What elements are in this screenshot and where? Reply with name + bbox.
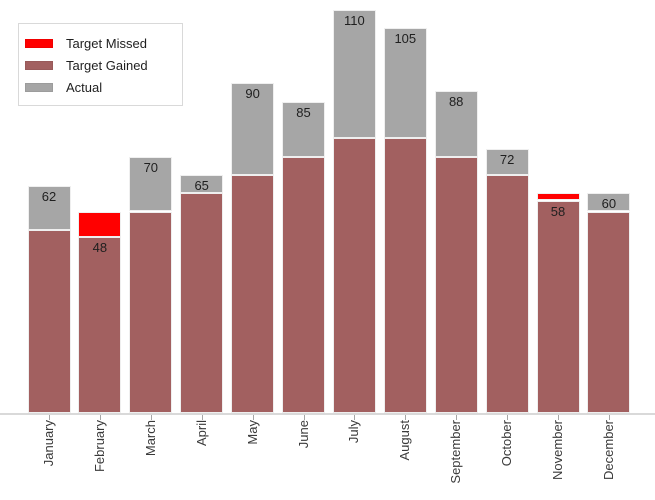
bar-segment-actual-october bbox=[485, 149, 529, 175]
x-axis-tick bbox=[201, 415, 203, 420]
x-axis-tick bbox=[608, 415, 610, 420]
bar-value-label-june: 85 bbox=[296, 104, 311, 120]
x-axis-tick bbox=[405, 415, 407, 420]
bar-segment-actual-december bbox=[587, 193, 631, 212]
x-axis-label-april: April bbox=[193, 420, 209, 447]
legend-label: Target Missed bbox=[66, 35, 147, 51]
x-axis-tick bbox=[507, 415, 509, 420]
bar-value-label-february: 48 bbox=[92, 240, 108, 256]
bar-value-label-may: 90 bbox=[245, 86, 260, 102]
bar-segment-target-gained-september bbox=[434, 156, 478, 413]
bar-segment-actual-august bbox=[383, 28, 427, 139]
bar-segment-actual-may bbox=[231, 83, 275, 175]
x-axis-label-december: December bbox=[600, 420, 616, 480]
bar-value-label-october: 72 bbox=[499, 152, 515, 168]
bar-segment-target-gained-june bbox=[282, 156, 325, 413]
bar-segment-target-gained-december bbox=[587, 211, 631, 413]
x-axis-label-june: June bbox=[295, 420, 311, 449]
x-axis-label-january: January bbox=[41, 420, 56, 467]
bar-segment-actual-september bbox=[434, 90, 478, 157]
bar-segment-actual-july bbox=[332, 10, 376, 139]
bar-value-label-april: 65 bbox=[194, 177, 209, 193]
chart-legend: Target Missed Target Gained Actual bbox=[18, 23, 183, 106]
legend-label: Actual bbox=[66, 79, 103, 95]
bar-value-label-september: 88 bbox=[448, 93, 464, 109]
x-axis-label-july: July bbox=[346, 420, 362, 444]
bar-segment-target-gained-august bbox=[383, 138, 427, 413]
x-axis-tick bbox=[99, 415, 101, 420]
bar-value-label-march: 70 bbox=[143, 159, 159, 175]
bar-segment-actual-march bbox=[129, 156, 173, 212]
x-axis-label-september: September bbox=[448, 420, 464, 484]
bar-segment-actual-june bbox=[282, 101, 325, 157]
x-axis-tick bbox=[456, 415, 458, 420]
x-axis-tick bbox=[150, 415, 152, 420]
x-axis-label-may: May bbox=[244, 420, 260, 445]
bar-segment-target-gained-march bbox=[129, 211, 173, 413]
bar-value-label-december: 60 bbox=[601, 196, 617, 212]
bar-segment-target-missed-february bbox=[78, 211, 122, 238]
x-axis-label-august: August bbox=[397, 420, 413, 461]
bar-segment-target-gained-may bbox=[231, 174, 275, 413]
x-axis-tick bbox=[303, 415, 305, 420]
legend-item-target-missed: Target Missed bbox=[25, 32, 182, 54]
x-axis-label-october: October bbox=[499, 420, 515, 467]
x-axis-tick bbox=[558, 415, 559, 420]
legend-label: Target Gained bbox=[66, 57, 148, 73]
x-axis-label-march: March bbox=[142, 420, 158, 457]
bar-segment-actual-january bbox=[27, 185, 71, 230]
bar-segment-target-gained-october bbox=[485, 174, 529, 413]
legend-swatch-target-missed bbox=[25, 38, 53, 48]
legend-item-target-gained: Target Gained bbox=[25, 54, 182, 76]
x-axis-tick bbox=[252, 415, 254, 420]
bar-segment-target-gained-november bbox=[536, 200, 580, 413]
legend-item-actual: Actual bbox=[25, 76, 182, 98]
bar-segment-target-gained-january bbox=[27, 229, 71, 413]
x-axis-line bbox=[0, 413, 655, 415]
bar-value-label-january: 62 bbox=[41, 188, 57, 204]
bar-segment-target-missed-november bbox=[536, 193, 580, 201]
x-axis-label-november: November bbox=[550, 420, 565, 480]
x-axis-tick bbox=[354, 415, 356, 420]
bar-segment-target-gained-july bbox=[332, 138, 376, 413]
legend-swatch-actual bbox=[25, 82, 53, 92]
legend-swatch-target-gained bbox=[25, 60, 53, 70]
bar-segment-actual-april bbox=[180, 174, 224, 194]
bar-value-label-july: 110 bbox=[344, 13, 365, 28]
x-axis-tick bbox=[49, 415, 50, 420]
bar-segment-target-gained-february bbox=[78, 237, 122, 413]
bar-segment-target-gained-april bbox=[180, 193, 224, 413]
bar-value-label-august: 105 bbox=[394, 31, 417, 47]
bar-value-label-november: 58 bbox=[550, 203, 566, 219]
x-axis-label-february: February bbox=[91, 420, 107, 473]
